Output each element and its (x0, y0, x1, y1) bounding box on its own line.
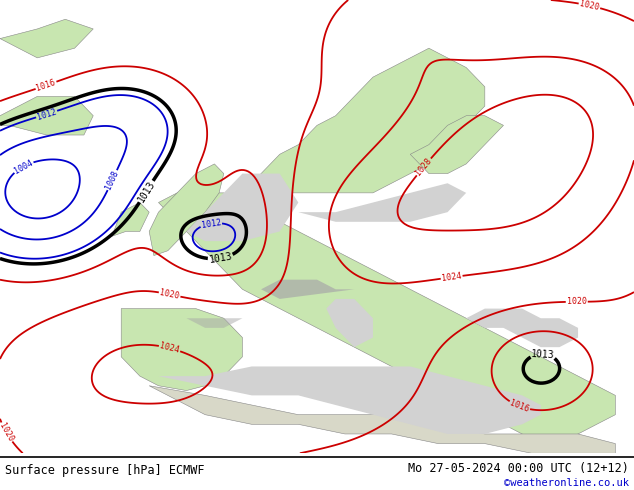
Text: 1016: 1016 (35, 78, 57, 93)
Polygon shape (0, 97, 93, 135)
Text: 1012: 1012 (200, 218, 222, 230)
Polygon shape (466, 309, 578, 347)
Polygon shape (0, 19, 93, 58)
Text: 1013: 1013 (208, 251, 233, 265)
Polygon shape (410, 116, 503, 173)
Polygon shape (158, 367, 541, 434)
Text: 1013: 1013 (531, 348, 555, 360)
Polygon shape (149, 164, 224, 256)
Polygon shape (186, 318, 242, 328)
Text: 1020: 1020 (0, 421, 15, 443)
Polygon shape (112, 202, 149, 236)
Polygon shape (252, 48, 485, 193)
Polygon shape (121, 309, 242, 391)
Text: Surface pressure [hPa] ECMWF: Surface pressure [hPa] ECMWF (5, 465, 205, 477)
Text: 1020: 1020 (579, 0, 600, 12)
Text: 1013: 1013 (136, 179, 157, 204)
Text: 1004: 1004 (13, 158, 34, 175)
Polygon shape (327, 299, 373, 347)
Polygon shape (149, 386, 616, 453)
Text: 1008: 1008 (104, 169, 120, 191)
Text: Mo 27-05-2024 00:00 UTC (12+12): Mo 27-05-2024 00:00 UTC (12+12) (408, 462, 629, 475)
Text: ©weatheronline.co.uk: ©weatheronline.co.uk (504, 478, 629, 488)
Text: 1024: 1024 (441, 271, 462, 283)
Text: 1024: 1024 (159, 342, 181, 355)
Text: 1012: 1012 (36, 107, 58, 122)
Text: 1020: 1020 (159, 288, 180, 301)
Text: 1020: 1020 (567, 297, 587, 306)
Polygon shape (186, 173, 299, 241)
Text: 1016: 1016 (508, 398, 531, 414)
Text: 1028: 1028 (414, 156, 434, 177)
Polygon shape (261, 280, 354, 299)
Polygon shape (299, 183, 466, 222)
Polygon shape (158, 193, 616, 443)
